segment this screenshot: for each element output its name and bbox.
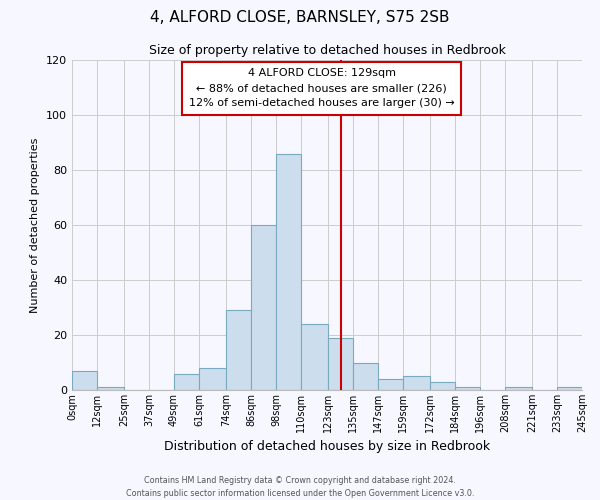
Y-axis label: Number of detached properties: Number of detached properties xyxy=(31,138,40,312)
Bar xyxy=(505,387,532,390)
Bar xyxy=(174,374,199,390)
Bar xyxy=(97,387,124,390)
Bar xyxy=(403,376,430,390)
Bar xyxy=(455,387,480,390)
Bar xyxy=(557,387,582,390)
X-axis label: Distribution of detached houses by size in Redbrook: Distribution of detached houses by size … xyxy=(164,440,490,454)
Bar xyxy=(199,368,226,390)
Text: Contains HM Land Registry data © Crown copyright and database right 2024.
Contai: Contains HM Land Registry data © Crown c… xyxy=(126,476,474,498)
Title: Size of property relative to detached houses in Redbrook: Size of property relative to detached ho… xyxy=(149,44,505,58)
Text: 4 ALFORD CLOSE: 129sqm
← 88% of detached houses are smaller (226)
12% of semi-de: 4 ALFORD CLOSE: 129sqm ← 88% of detached… xyxy=(189,68,455,108)
Bar xyxy=(301,324,328,390)
Bar xyxy=(276,154,301,390)
Bar xyxy=(378,379,403,390)
Text: 4, ALFORD CLOSE, BARNSLEY, S75 2SB: 4, ALFORD CLOSE, BARNSLEY, S75 2SB xyxy=(150,10,450,25)
Bar xyxy=(72,371,97,390)
Bar xyxy=(251,225,276,390)
Bar xyxy=(328,338,353,390)
Bar xyxy=(430,382,455,390)
Bar xyxy=(353,362,378,390)
Bar xyxy=(226,310,251,390)
